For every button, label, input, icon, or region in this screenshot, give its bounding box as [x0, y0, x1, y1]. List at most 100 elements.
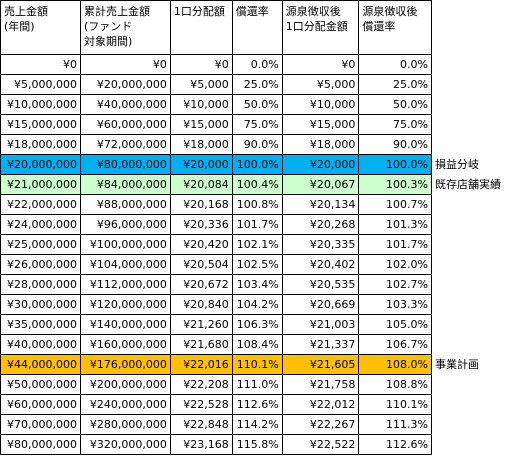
row-annotation: 事業計画: [434, 358, 479, 371]
table-row: ¥80,000,000 ¥320,000,000 ¥23,168 115.8% ¥22,…: [0, 434, 505, 455]
row-annotation: [431, 255, 504, 275]
net-redemption-rate-cell: 110.1%: [358, 394, 432, 415]
net-redemption-rate-cell: 50.0%: [358, 94, 432, 115]
redemption-rate-header: 償還率: [231, 0, 283, 55]
row-annotation: 既存店舗実績: [434, 178, 501, 191]
header-line: 源泉徴収後: [285, 5, 341, 18]
redemption-rate-cell: 100.8%: [231, 194, 283, 215]
row-annotation: [431, 275, 504, 295]
net-distribution-cell: ¥20,067: [281, 174, 360, 195]
distribution-cell: ¥22,208: [169, 374, 233, 395]
net-redemption-rate-cell: 103.3%: [358, 294, 432, 315]
cumulative-sales-cell: ¥80,000,000: [79, 154, 171, 175]
sales-amount-cell: ¥44,000,000: [0, 354, 81, 375]
row-annotation: [431, 135, 504, 155]
redemption-rate-cell: 75.0%: [231, 114, 283, 135]
net-distribution-cell: ¥21,758: [281, 374, 360, 395]
table-row: ¥5,000,000 ¥20,000,000 ¥5,000 25.0% ¥5,000 25…: [0, 74, 505, 95]
net-redemption-rate-cell: 90.0%: [358, 134, 432, 155]
table-row: ¥22,000,000 ¥88,000,000 ¥20,168 100.8% ¥20,1…: [0, 194, 505, 215]
distribution-cell: ¥20,672: [169, 274, 233, 295]
net-distribution-cell: ¥10,000: [281, 94, 360, 115]
cumulative-sales-cell: ¥140,000,000: [79, 314, 171, 335]
row-annotation: [431, 235, 504, 255]
sales-amount-cell: ¥80,000,000: [0, 434, 81, 455]
distribution-cell: ¥20,084: [169, 174, 233, 195]
header-line: 対象期間): [83, 35, 133, 48]
header-line: 償還率: [235, 5, 269, 18]
redemption-rate-cell: 50.0%: [231, 94, 283, 115]
row-annotation: 損益分岐: [434, 158, 479, 171]
net-distribution-header: 源泉徴収後 1口分配金額: [281, 0, 360, 55]
redemption-rate-cell: 112.6%: [231, 394, 283, 415]
cumulative-sales-cell: ¥112,000,000: [79, 274, 171, 295]
cumulative-sales-cell: ¥104,000,000: [79, 254, 171, 275]
distribution-cell: ¥18,000: [169, 134, 233, 155]
table-row: ¥26,000,000 ¥104,000,000 ¥20,504 102.5% ¥20,…: [0, 254, 505, 275]
net-redemption-rate-cell: 101.7%: [358, 234, 432, 255]
sales-amount-cell: ¥28,000,000: [0, 274, 81, 295]
distribution-cell: ¥22,848: [169, 414, 233, 435]
net-redemption-rate-cell: 105.0%: [358, 314, 432, 335]
table-row: ¥70,000,000 ¥280,000,000 ¥22,848 114.2% ¥22,…: [0, 414, 505, 435]
sales-amount-cell: ¥26,000,000: [0, 254, 81, 275]
distribution-cell: ¥21,680: [169, 334, 233, 355]
row-annotation: [431, 115, 504, 135]
net-distribution-cell: ¥22,267: [281, 414, 360, 435]
sales-header: 売上金額 (年間): [0, 0, 81, 55]
table-row: ¥28,000,000 ¥112,000,000 ¥20,672 103.4% ¥20,…: [0, 274, 505, 295]
table-row: ¥50,000,000 ¥200,000,000 ¥22,208 111.0% ¥21,…: [0, 374, 505, 395]
sales-amount-cell: ¥15,000,000: [0, 114, 81, 135]
redemption-rate-cell: 104.2%: [231, 294, 283, 315]
distribution-cell: ¥20,840: [169, 294, 233, 315]
table-row: ¥60,000,000 ¥240,000,000 ¥22,528 112.6% ¥22,…: [0, 394, 505, 415]
header-line: 償還率: [362, 20, 396, 33]
row-annotation: [431, 95, 504, 115]
row-annotation: [431, 55, 504, 75]
net-distribution-cell: ¥0: [281, 54, 360, 75]
redemption-rate-cell: 108.4%: [231, 334, 283, 355]
header-line: (ファンド: [83, 20, 133, 33]
cumulative-sales-cell: ¥320,000,000: [79, 434, 171, 455]
row-annotation: [431, 315, 504, 335]
distribution-cell: ¥0: [169, 54, 233, 75]
cumulative-sales-cell: ¥160,000,000: [79, 334, 171, 355]
net-distribution-cell: ¥20,535: [281, 274, 360, 295]
net-redemption-rate-cell: 100.0%: [358, 154, 432, 175]
sales-amount-cell: ¥22,000,000: [0, 194, 81, 215]
distribution-cell: ¥5,000: [169, 74, 233, 95]
net-redemption-rate-cell: 0.0%: [358, 54, 432, 75]
cumulative-sales-header: 累計売上金額 (ファンド 対象期間): [79, 0, 171, 55]
distribution-per-unit-header: 1口分配額: [169, 0, 233, 55]
net-redemption-rate-cell: 112.6%: [358, 434, 432, 455]
row-annotation: [431, 415, 504, 435]
sales-amount-cell: ¥21,000,000: [0, 174, 81, 195]
cumulative-sales-cell: ¥84,000,000: [79, 174, 171, 195]
redemption-rate-cell: 25.0%: [231, 74, 283, 95]
row-annotation: [431, 295, 504, 315]
net-distribution-cell: ¥20,000: [281, 154, 360, 175]
sales-amount-cell: ¥50,000,000: [0, 374, 81, 395]
row-annotation: [431, 335, 504, 355]
cumulative-sales-cell: ¥88,000,000: [79, 194, 171, 215]
cumulative-sales-cell: ¥176,000,000: [79, 354, 171, 375]
table-row: ¥18,000,000 ¥72,000,000 ¥18,000 90.0% ¥18,00…: [0, 134, 505, 155]
table-row: ¥44,000,000 ¥176,000,000 ¥22,016 110.1% ¥21,…: [0, 354, 505, 375]
cumulative-sales-cell: ¥40,000,000: [79, 94, 171, 115]
redemption-rate-cell: 115.8%: [231, 434, 283, 455]
net-distribution-cell: ¥20,335: [281, 234, 360, 255]
header-note-spacer: [431, 1, 504, 55]
row-annotation: [431, 195, 504, 215]
table-row: ¥30,000,000 ¥120,000,000 ¥20,840 104.2% ¥20,…: [0, 294, 505, 315]
net-distribution-cell: ¥20,268: [281, 214, 360, 235]
net-redemption-rate-cell: 100.7%: [358, 194, 432, 215]
distribution-cell: ¥10,000: [169, 94, 233, 115]
net-redemption-rate-cell: 108.8%: [358, 374, 432, 395]
row-annotation: [431, 435, 504, 455]
header-line: 売上金額: [4, 5, 48, 18]
sales-amount-cell: ¥35,000,000: [0, 314, 81, 335]
redemption-rate-cell: 0.0%: [231, 54, 283, 75]
cumulative-sales-cell: ¥120,000,000: [79, 294, 171, 315]
